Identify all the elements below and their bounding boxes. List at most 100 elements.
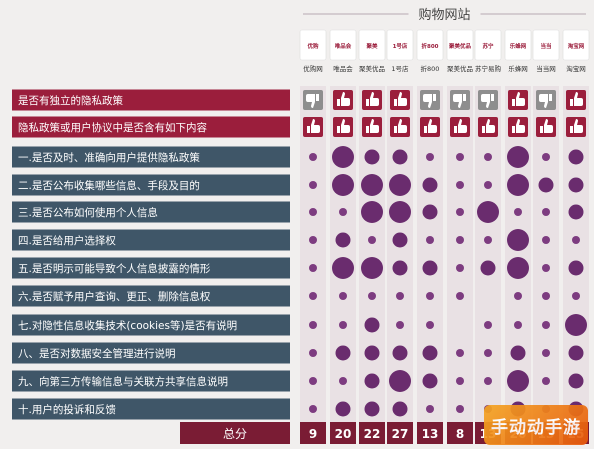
score-dot (542, 349, 550, 357)
score-dot (456, 208, 464, 216)
total-value: 9 (309, 427, 317, 441)
score-dot (422, 260, 438, 276)
thumb-hand (311, 119, 320, 133)
thumb-down-icon (423, 94, 436, 108)
row-label-bar (12, 89, 290, 111)
score-dot (361, 257, 383, 279)
thumb-up-icon (540, 119, 553, 133)
score-dot (572, 236, 580, 244)
total-label-bar (180, 422, 290, 444)
score-dot (309, 377, 317, 385)
site-logo-text: 当当 (540, 42, 551, 50)
column-stripe (505, 86, 531, 424)
site-label: 苏宁易购 (475, 64, 502, 73)
column-stripe (533, 86, 559, 424)
score-dot (392, 149, 408, 165)
site-logo-box (446, 29, 474, 61)
thumb-cuff (394, 126, 397, 133)
score-dot (332, 174, 354, 196)
score-dot (507, 146, 529, 168)
thumb-hand (516, 92, 525, 106)
thumb-hand (486, 119, 495, 133)
score-dot (477, 201, 499, 223)
thumb-hand (341, 92, 350, 106)
site-logo-text: 苏宁 (482, 42, 494, 50)
thumb-up-icon (570, 119, 583, 133)
score-dot (510, 345, 526, 361)
thumb-hand (423, 94, 432, 108)
score-dot (484, 321, 492, 329)
total-value: 13 (422, 427, 439, 441)
thumb-up-icon (512, 119, 525, 133)
total-value: 27 (392, 427, 409, 441)
thumb-hand (341, 119, 350, 133)
site-logo-box (358, 29, 386, 61)
score-dot (456, 153, 464, 161)
site-logo-box (329, 29, 357, 61)
site-logo-box (532, 29, 560, 61)
thumb-up-icon (394, 119, 407, 133)
score-dot (480, 260, 496, 276)
thumb-hand (370, 92, 379, 106)
score-dot (309, 153, 317, 161)
score-dot (456, 292, 464, 300)
score-dot (426, 236, 434, 244)
score-dot (364, 373, 380, 389)
row-label: 十.用户的投诉和反馈 (18, 403, 116, 416)
row-label-bar (12, 370, 290, 392)
row-label: 二.是否公布收集哪些信息、手段及目的 (18, 179, 200, 192)
site-logo-box (562, 29, 590, 61)
score-dot (392, 232, 408, 248)
score-dot (309, 181, 317, 189)
thumb-cuff (491, 94, 494, 101)
total-box (359, 422, 385, 444)
thumb-cuff (366, 99, 369, 106)
site-logo-box (474, 29, 502, 61)
score-dot (396, 292, 404, 300)
thumb-cuff (337, 126, 340, 133)
score-dot (542, 153, 550, 161)
score-dot (568, 260, 584, 276)
score-dot (392, 260, 408, 276)
thumb-down-icon (539, 94, 552, 108)
row-label-bar (12, 116, 290, 138)
column-stripe (300, 86, 326, 424)
row-label: 是否有独立的隐私政策 (18, 94, 123, 107)
score-dot (456, 264, 464, 272)
thumb-up-icon (337, 92, 350, 106)
total-value: 8 (456, 427, 464, 441)
thumb-hand (428, 119, 437, 133)
thumb-down-icon (306, 94, 319, 108)
thumb-hand (574, 119, 583, 133)
score-dot (339, 292, 347, 300)
row-label-bar (12, 314, 290, 336)
watermark-logo: 手动动手游 (484, 405, 588, 445)
score-dot (309, 236, 317, 244)
score-dot (456, 236, 464, 244)
score-dot (484, 181, 492, 189)
chart-title: 购物网站 (418, 7, 470, 23)
score-dot (514, 321, 522, 329)
score-dot (364, 149, 380, 165)
score-dot (538, 177, 554, 193)
score-dot (484, 377, 492, 385)
site-label: 1号店 (391, 64, 409, 73)
total-box (387, 422, 413, 444)
score-dot (568, 149, 584, 165)
score-dot (542, 236, 550, 244)
score-dot (542, 292, 550, 300)
site-logo-text: 唯品会 (335, 42, 352, 50)
score-dot (456, 377, 464, 385)
thumb-up-icon (512, 92, 525, 106)
site-label: 聚美优品 (359, 64, 385, 73)
score-dot (309, 405, 317, 413)
thumb-cuff (463, 94, 466, 101)
thumb-cuff (337, 99, 340, 106)
thumb-cuff (316, 94, 319, 101)
thumb-cuff (454, 126, 457, 133)
score-dot (426, 153, 434, 161)
site-logo-text: 聚美 (365, 42, 378, 50)
column-stripe (475, 86, 501, 424)
score-dot (339, 208, 347, 216)
thumb-up-icon (482, 119, 495, 133)
